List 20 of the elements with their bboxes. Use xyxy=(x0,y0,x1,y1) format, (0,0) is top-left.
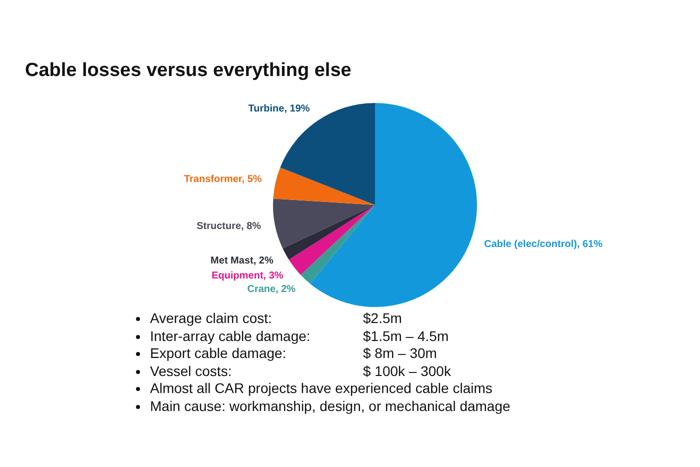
chart-title: Cable losses versus everything else xyxy=(25,60,352,82)
text: Main cause: workmanship, design, or mechanical damage xyxy=(150,398,510,414)
slice-label: Structure, 8% xyxy=(196,221,262,232)
pie-slice xyxy=(288,205,375,275)
slice-label: Equipment, 3% xyxy=(212,270,284,282)
slice-label: Crane, 2% xyxy=(247,284,296,296)
pie-slice xyxy=(310,103,477,307)
text: Export cable damage: $ 8m – 30m xyxy=(150,345,437,361)
slice-label: Cable (elec/control), 61% xyxy=(484,238,603,250)
pie-slice xyxy=(273,167,375,205)
text: Inter-array cable damage: $1.5m – 4.5m xyxy=(150,328,449,344)
slice-label: Transformer, 5% xyxy=(184,174,262,186)
text: Almost all CAR projects have experienced cable claims xyxy=(150,380,492,396)
slice-label: Turbine, 19% xyxy=(248,104,310,115)
slice-label: Met Mast, 2% xyxy=(210,255,274,266)
pie-slice xyxy=(300,205,375,284)
pie-slice xyxy=(282,205,375,260)
pie-slice xyxy=(273,198,375,248)
text: Average claim cost: $2.5m xyxy=(150,310,402,326)
text: Vessel costs: $ 100k – 300k xyxy=(150,362,451,378)
